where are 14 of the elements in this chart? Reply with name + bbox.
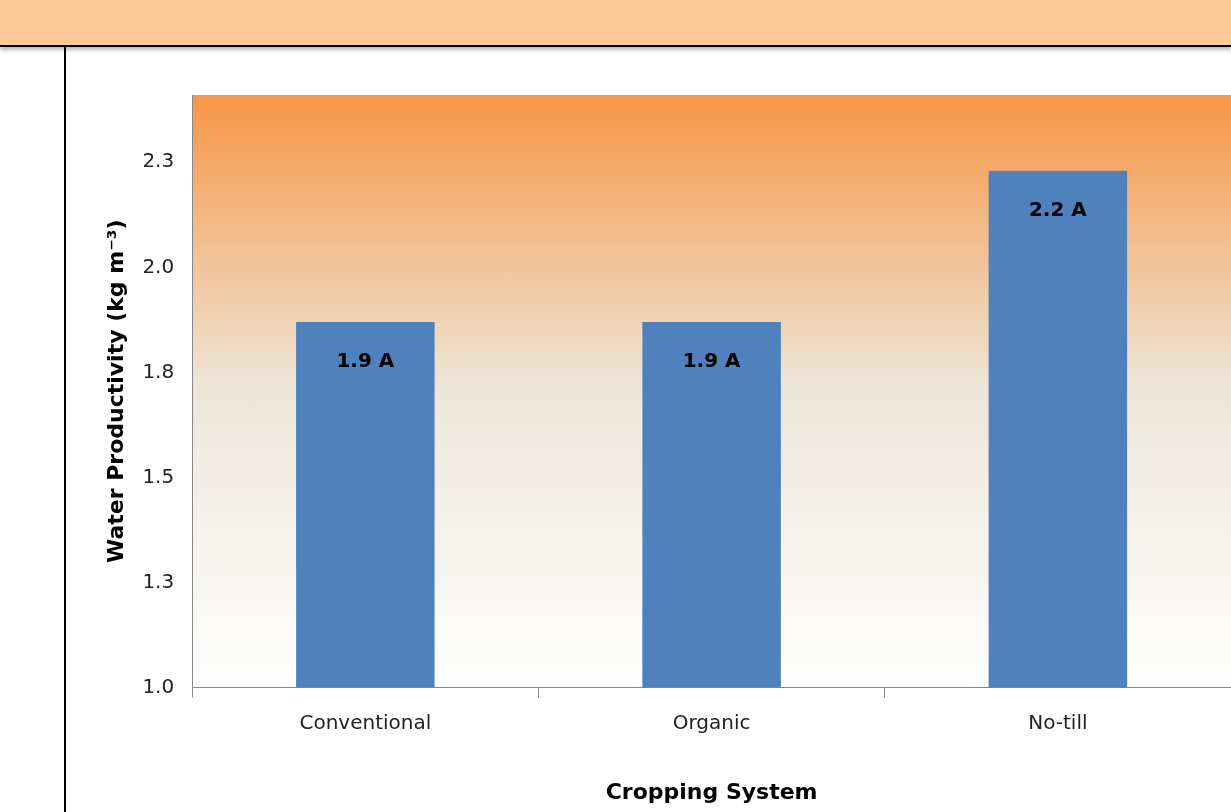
x-axis-title: Cropping System [605,778,818,804]
y-tick-label: 1.5 [142,463,175,488]
data-label: 1.9 A [682,348,742,373]
y-tick-label: 1.0 [142,673,175,698]
y-tick-label: 1.8 [142,358,175,383]
x-tick-label: No-till [1028,709,1088,734]
x-tick-label: Conventional [299,709,432,734]
y-tick-label: 2.3 [142,148,175,173]
y-axis-title: Water Productivity (kg m⁻³) [102,219,128,564]
x-tick-label: Organic [672,709,751,734]
data-label: 2.2 A [1028,196,1088,221]
y-tick-label: 1.3 [142,568,175,593]
data-label: 1.9 A [336,348,395,373]
y-tick-label: 2.0 [142,253,175,278]
